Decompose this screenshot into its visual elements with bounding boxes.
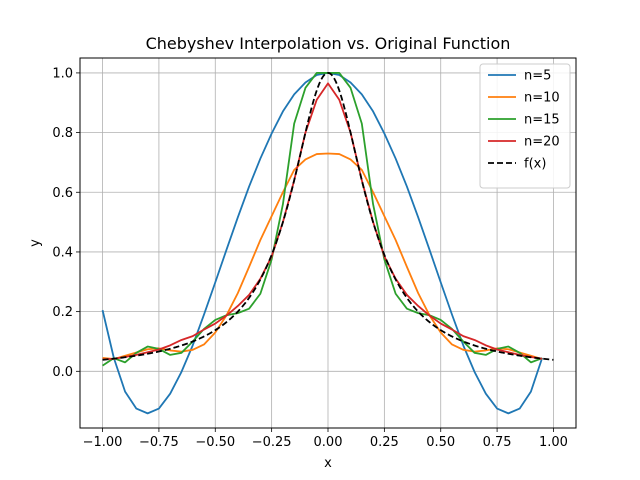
x-tick-label: 1.00 (539, 435, 568, 450)
y-axis-label: y (28, 239, 43, 247)
series-line-4 (102, 72, 554, 361)
legend-label: n=15 (524, 113, 560, 128)
legend-label: n=20 (524, 135, 560, 150)
y-tick-label: 1.0 (52, 66, 73, 81)
y-tick-label: 0.2 (52, 305, 73, 320)
x-axis-label: x (324, 456, 332, 471)
series-line-1 (102, 152, 543, 360)
x-tick-label: −0.25 (252, 435, 292, 450)
series-line-0 (101, 72, 544, 415)
legend-label: n=10 (524, 91, 560, 106)
x-tick-label: −0.75 (139, 435, 179, 450)
legend-label: n=5 (524, 69, 551, 84)
y-tick-label: 0.6 (52, 186, 73, 201)
series-line-2 (102, 72, 543, 367)
y-tick-label: 0.0 (52, 365, 73, 380)
legend-label: f(x) (524, 157, 546, 172)
x-tick-label: −0.50 (195, 435, 235, 450)
x-tick-label: −1.00 (83, 435, 123, 450)
series-layer (101, 72, 554, 415)
legend: n=5 n=10 n=15 n=20 f(x) (479, 63, 571, 189)
x-tick-label: 0.75 (483, 435, 512, 450)
chart-title: Chebyshev Interpolation vs. Original Fun… (146, 34, 511, 53)
x-tick-label: 0.00 (314, 435, 343, 450)
tick-layer: −1.00 −0.75 −0.50 −0.25 0.00 0.25 0.50 0.75 1.00… (52, 66, 568, 450)
x-tick-label: 0.25 (370, 435, 399, 450)
y-tick-label: 0.4 (52, 245, 73, 260)
series-line-3 (102, 82, 543, 361)
y-tick-label: 0.8 (52, 126, 73, 141)
x-tick-label: 0.50 (426, 435, 455, 450)
legend-box (479, 63, 571, 189)
